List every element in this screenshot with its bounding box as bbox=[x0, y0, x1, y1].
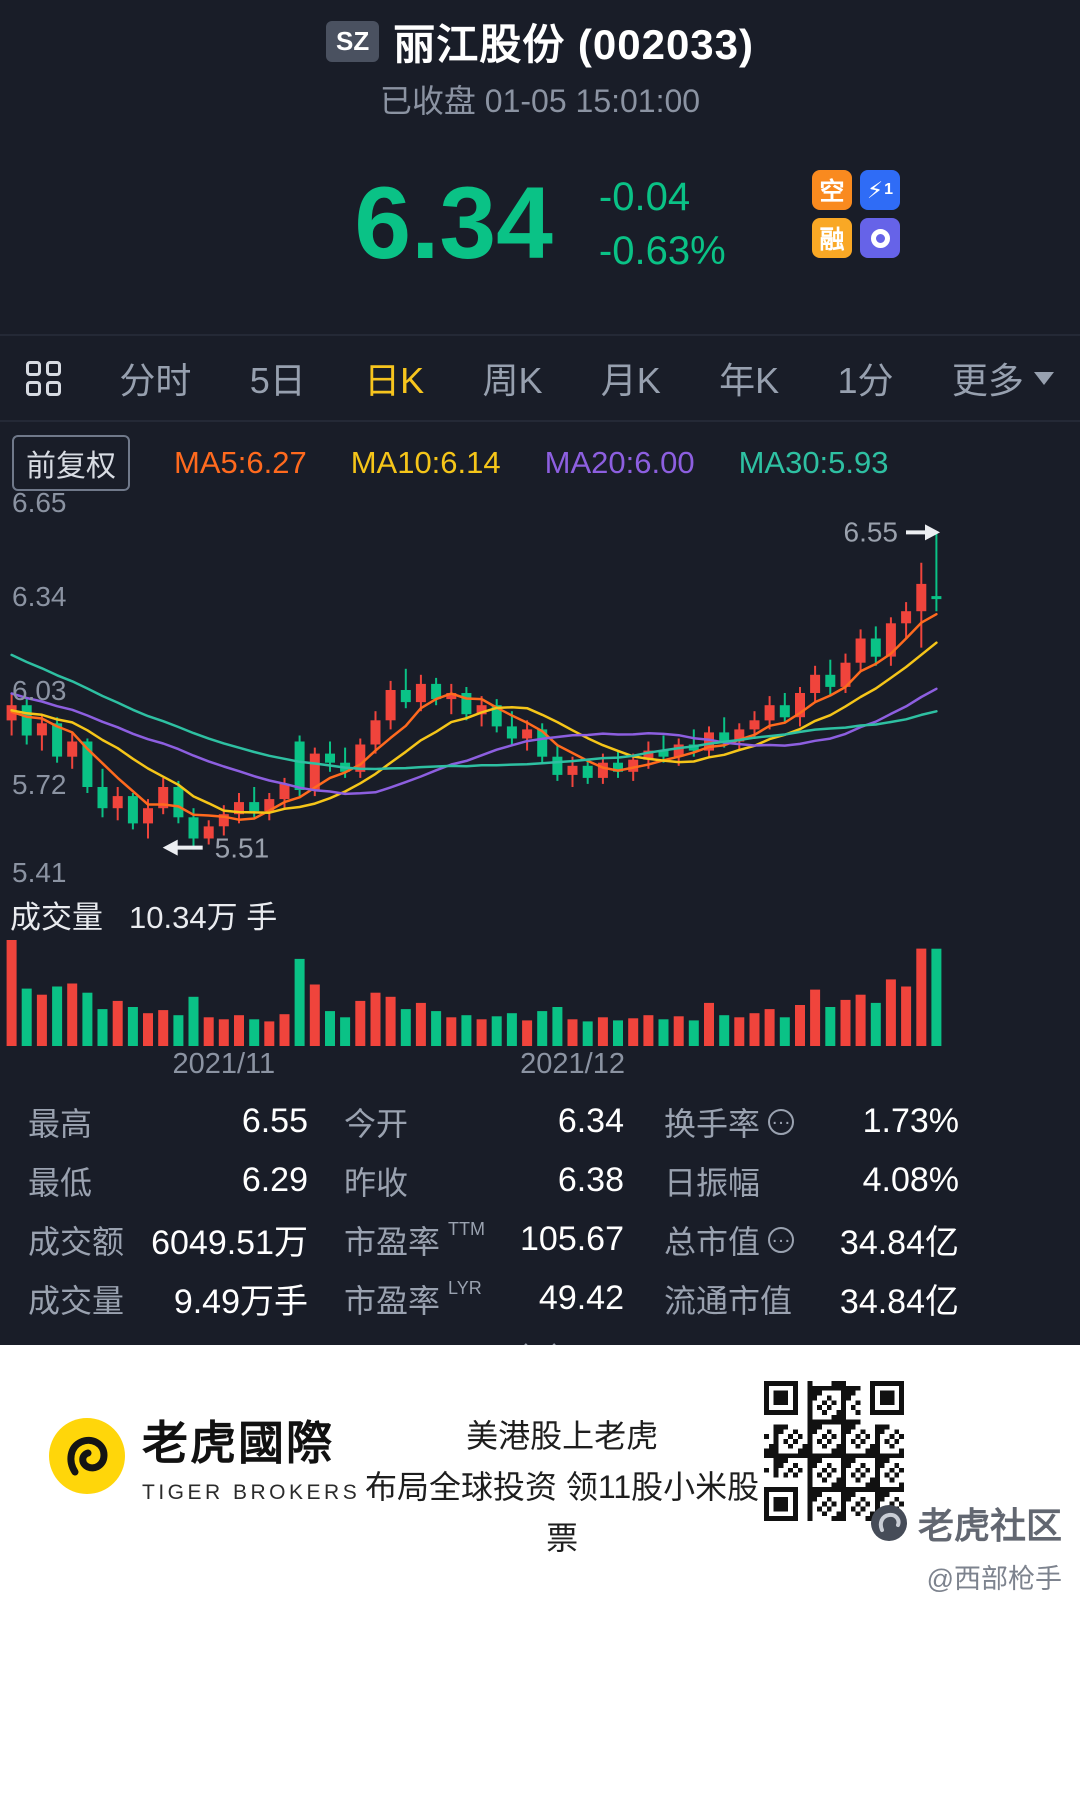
svg-text:6.55: 6.55 bbox=[844, 516, 899, 547]
expand-stats-button[interactable] bbox=[0, 1329, 1080, 1345]
x-axis-label: 2021/11 bbox=[172, 1048, 276, 1080]
period-tabbar: 分时 5日 日K 周K 月K 年K 1分 更多 bbox=[0, 334, 1080, 422]
tiger-logo bbox=[49, 1418, 125, 1494]
header: SZ 丽江股份 (002033) 已收盘 01-05 15:01:00 bbox=[0, 0, 1080, 122]
stat-value: 9.49万手 bbox=[173, 1283, 308, 1321]
price-main: 6.34 -0.04 -0.63% bbox=[0, 166, 1080, 280]
stat-label: 日振幅 bbox=[664, 1164, 761, 1201]
svg-text:5.41: 5.41 bbox=[12, 857, 67, 888]
price-change: -0.04 bbox=[598, 174, 691, 219]
ma5-label: MA5:6.27 bbox=[174, 445, 307, 480]
market-status: 已收盘 01-05 15:01:00 bbox=[379, 83, 701, 119]
stat-value: 6.55 bbox=[241, 1102, 308, 1140]
volume-chart[interactable] bbox=[0, 936, 1080, 1046]
stat-label: 最低 bbox=[28, 1164, 93, 1201]
short-sell-badge[interactable]: 空 bbox=[812, 170, 852, 210]
svg-text:5.51: 5.51 bbox=[215, 833, 270, 864]
margin-badge[interactable]: 融 bbox=[812, 218, 852, 258]
community-logo-icon bbox=[870, 1505, 907, 1541]
chevron-down-icon bbox=[1033, 371, 1054, 385]
stat-label: 流通市值 bbox=[664, 1282, 793, 1319]
svg-text:6.03: 6.03 bbox=[12, 675, 67, 706]
ma-toolbar: 前复权 MA5:6.27 MA10:6.14 MA20:6.00 MA30:5.… bbox=[0, 435, 1080, 491]
promo-text: 美港股上老虎 布局全球投资 领11股小米股票 bbox=[360, 1411, 764, 1565]
lightning-icon: ⚡ bbox=[866, 176, 884, 203]
stat-label: 成交额 bbox=[28, 1223, 125, 1260]
price-changes: -0.04 -0.63% bbox=[599, 174, 726, 274]
stats-row: 成交量 9.49万手 市盈率 LYR 49.42 流通市值 34.84亿 bbox=[28, 1269, 1052, 1328]
chevron-down-icon bbox=[523, 1329, 557, 1345]
stat-value: 6.34 bbox=[557, 1102, 624, 1140]
stats-grid: 最高 6.55 今开 6.34 换手率… 1.73% 最低 6.29 昨收 6.38 日振… bbox=[0, 1082, 1080, 1328]
promo-line2: 布局全球投资 领11股小米股票 bbox=[365, 1469, 760, 1557]
tab-minute[interactable]: 分时 bbox=[119, 360, 192, 401]
stat-label: 成交量 bbox=[28, 1282, 125, 1319]
ring-badge[interactable] bbox=[860, 218, 900, 258]
promo-footer: 老虎國際 TIGER BROKERS 美港股上老虎 布局全球投资 领11股小米股… bbox=[0, 1345, 1080, 1802]
watermark-user: @西部枪手 bbox=[926, 1564, 1062, 1594]
ma30-label: MA30:5.93 bbox=[738, 445, 889, 480]
price-change-percent: -0.63% bbox=[598, 228, 726, 273]
stat-value: 105.67 bbox=[520, 1220, 624, 1258]
stats-row: 最低 6.29 昨收 6.38 日振幅 4.08% bbox=[28, 1151, 1052, 1210]
tab-more[interactable]: 更多 bbox=[952, 352, 1054, 404]
stat-value: 6.38 bbox=[557, 1161, 624, 1199]
ma10-label: MA10:6.14 bbox=[350, 445, 501, 480]
last-price: 6.34 bbox=[354, 166, 553, 280]
candlestick-chart[interactable]: 6.65 6.34 6.03 5.72 5.41 6.55 5.51 bbox=[0, 490, 1080, 890]
info-icon[interactable]: … bbox=[768, 1108, 795, 1135]
brand-name-cn: 老虎國際 bbox=[142, 1417, 334, 1469]
ring-icon bbox=[870, 228, 890, 248]
exchange-badge: SZ bbox=[325, 20, 380, 62]
qr-code bbox=[764, 1381, 904, 1521]
adjust-mode-button[interactable]: 前复权 bbox=[12, 435, 130, 491]
stat-label: 换手率… bbox=[664, 1099, 795, 1145]
watermark: 老虎社区 @西部枪手 bbox=[870, 1497, 1062, 1596]
stat-value: 4.08% bbox=[862, 1161, 959, 1199]
stat-label: 市盈率 TTM bbox=[344, 1219, 485, 1260]
stat-value: 34.84亿 bbox=[839, 1224, 959, 1262]
stat-value: 6049.51万 bbox=[151, 1224, 308, 1262]
watermark-brand: 老虎社区 bbox=[917, 1505, 1062, 1546]
feature-badges: 空 ⚡ 1 融 bbox=[812, 170, 900, 258]
stat-label: 市盈率 LYR bbox=[344, 1278, 482, 1319]
stat-label: 昨收 bbox=[344, 1164, 409, 1201]
tab-1min[interactable]: 1分 bbox=[837, 360, 894, 401]
quote-panel: SZ 丽江股份 (002033) 已收盘 01-05 15:01:00 6.34… bbox=[0, 0, 1080, 1345]
ma20-label: MA20:6.00 bbox=[544, 445, 695, 480]
stats-row: 最高 6.55 今开 6.34 换手率… 1.73% bbox=[28, 1092, 1052, 1151]
lightning-trade-badge[interactable]: ⚡ 1 bbox=[860, 170, 900, 210]
chart-area: 6.65 6.34 6.03 5.72 5.41 6.55 5.51 成交量 10.34万 … bbox=[0, 490, 1080, 1082]
tab-5day[interactable]: 5日 bbox=[249, 360, 306, 401]
page-title: 丽江股份 (002033) bbox=[393, 20, 755, 68]
stats-row: 成交额 6049.51万 市盈率 TTM 105.67 总市值… 34.84亿 bbox=[28, 1210, 1052, 1269]
stat-value: 1.73% bbox=[862, 1102, 959, 1140]
brand-name-en: TIGER BROKERS bbox=[142, 1481, 361, 1504]
svg-text:6.34: 6.34 bbox=[12, 581, 67, 612]
x-axis: 2021/11 2021/12 bbox=[0, 1046, 1080, 1082]
stat-label: 今开 bbox=[344, 1105, 409, 1142]
stat-value: 49.42 bbox=[538, 1279, 624, 1317]
stat-value: 34.84亿 bbox=[839, 1283, 959, 1321]
stat-value: 6.29 bbox=[241, 1161, 308, 1199]
x-axis-label: 2021/12 bbox=[520, 1048, 625, 1080]
stat-label: 最高 bbox=[28, 1105, 93, 1142]
svg-text:6.65: 6.65 bbox=[12, 490, 67, 518]
stat-label: 总市值… bbox=[664, 1217, 795, 1263]
promo-line1: 美港股上老虎 bbox=[466, 1418, 659, 1454]
tab-daily-k[interactable]: 日K bbox=[364, 360, 425, 401]
volume-value: 10.34万 手 bbox=[129, 899, 278, 935]
volume-header: 成交量 10.34万 手 bbox=[0, 892, 1080, 936]
brand-block: 老虎國際 TIGER BROKERS bbox=[48, 1407, 360, 1505]
tab-weekly-k[interactable]: 周K bbox=[482, 360, 543, 401]
grid-view-icon[interactable] bbox=[26, 360, 61, 396]
title-row: SZ 丽江股份 (002033) bbox=[0, 16, 1080, 68]
price-section: 6.34 -0.04 -0.63% 空 ⚡ 1 融 bbox=[0, 166, 1080, 320]
svg-text:5.72: 5.72 bbox=[12, 769, 67, 800]
tab-yearly-k[interactable]: 年K bbox=[719, 360, 780, 401]
tab-monthly-k[interactable]: 月K bbox=[600, 360, 661, 401]
volume-label: 成交量 bbox=[10, 899, 103, 935]
info-icon[interactable]: … bbox=[768, 1226, 795, 1253]
